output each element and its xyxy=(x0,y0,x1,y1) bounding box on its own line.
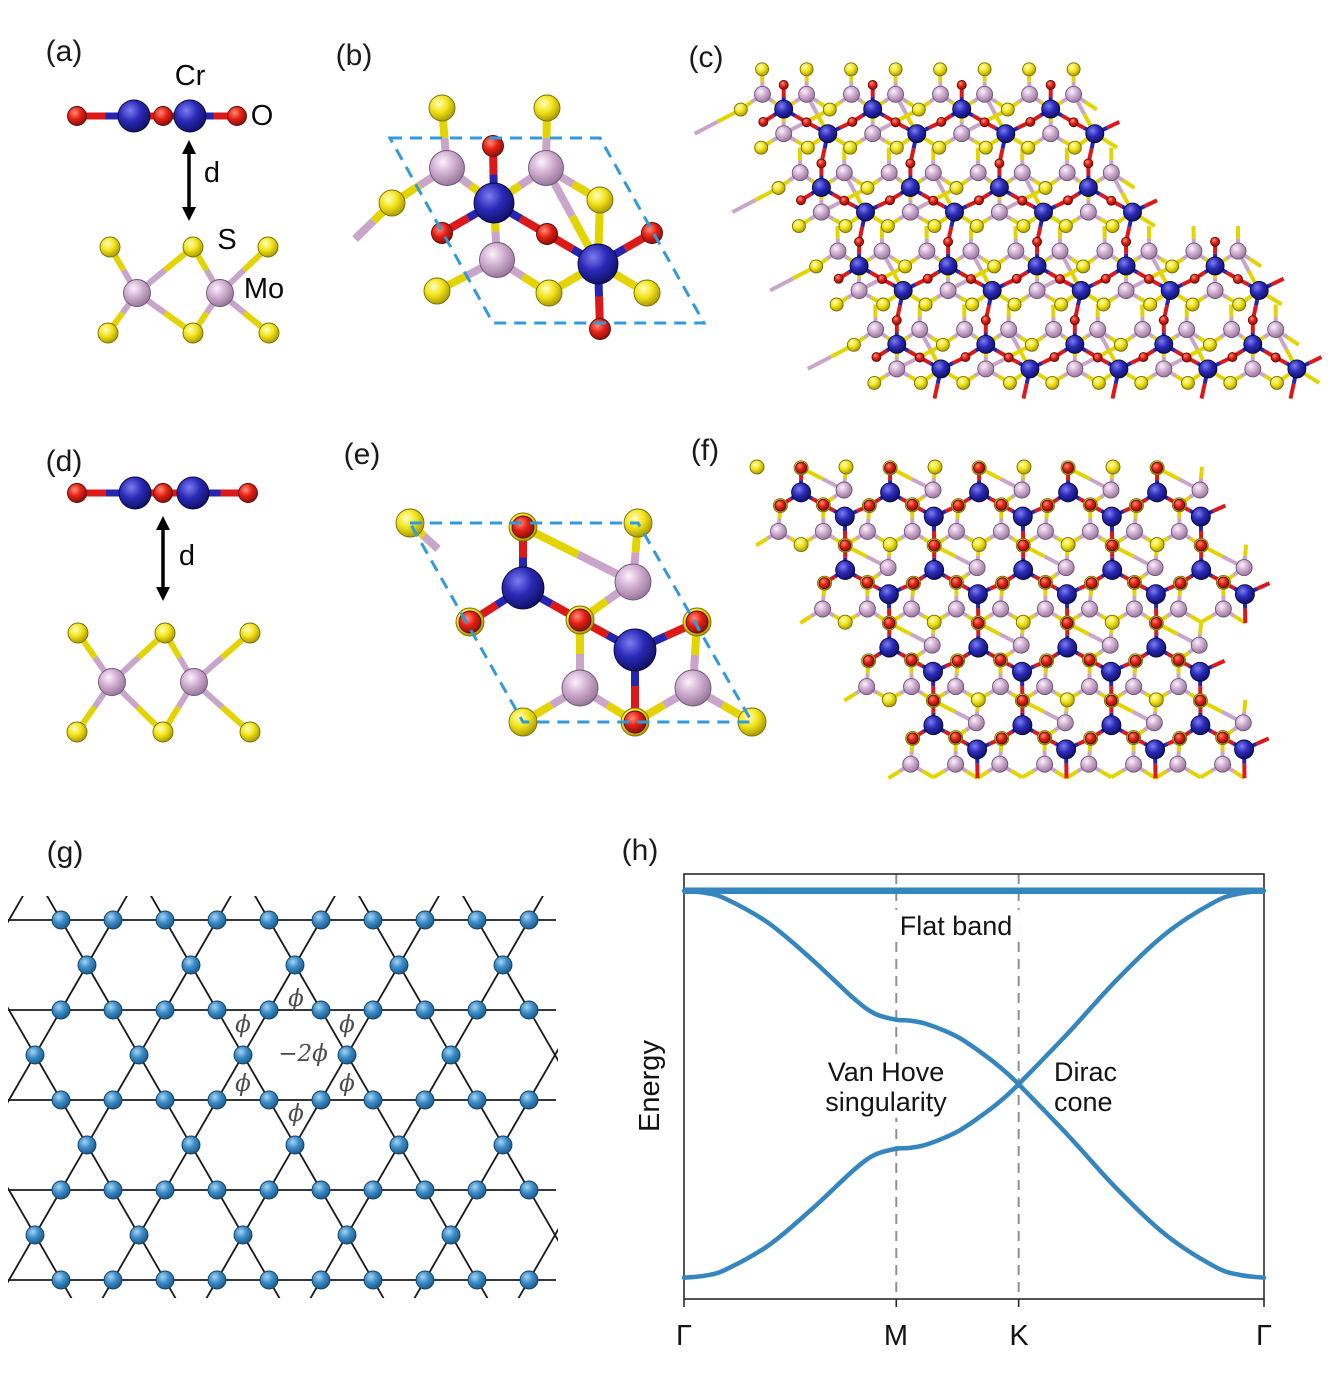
panel-c-lattice xyxy=(693,62,1323,400)
panel-h-band-structure xyxy=(681,873,1267,1307)
panel-label-e: (e) xyxy=(343,438,381,472)
xtick-k: K xyxy=(1009,1319,1029,1352)
flux-phi-upper-right: ϕ xyxy=(339,1012,355,1039)
flux-phi-lower-left: ϕ xyxy=(235,1071,251,1098)
s-atom-label: S xyxy=(217,223,237,256)
flat-band-label: Flat band xyxy=(892,909,1020,943)
van-hove-line1: Van Hove xyxy=(827,1056,945,1087)
panel-b-unit-cell xyxy=(352,94,707,340)
flux-phi-top: ϕ xyxy=(288,986,304,1013)
xtick-gamma-left: Γ xyxy=(676,1319,692,1352)
mo-atom-label: Mo xyxy=(243,272,285,305)
panel-label-c: (c) xyxy=(688,41,724,75)
panel-d-structure xyxy=(66,476,261,743)
o-atom-label: O xyxy=(250,99,274,132)
distance-label-a: d xyxy=(203,156,221,189)
panel-f-lattice xyxy=(749,459,1271,780)
cr-atom-label: Cr xyxy=(174,59,206,92)
van-hove-label: Van Hove singularity xyxy=(818,1055,954,1119)
flux-phi-bottom: ϕ xyxy=(288,1101,304,1128)
xtick-m: M xyxy=(883,1319,909,1352)
panel-label-f: (f) xyxy=(690,434,720,468)
flux-minus-2phi: −2ϕ xyxy=(278,1041,328,1068)
flux-phi-upper-left: ϕ xyxy=(235,1012,251,1039)
panel-label-h: (h) xyxy=(621,834,659,868)
panel-label-g: (g) xyxy=(46,836,84,870)
distance-label-d: d xyxy=(178,539,196,572)
panel-label-d: (d) xyxy=(45,445,83,479)
xtick-gamma-right: Γ xyxy=(1256,1319,1272,1352)
panel-e-unit-cell xyxy=(395,508,767,737)
dirac-line2: cone xyxy=(1054,1087,1113,1117)
flux-phi-lower-right: ϕ xyxy=(339,1071,355,1098)
van-hove-line2: singularity xyxy=(825,1087,947,1117)
energy-axis-label: Energy xyxy=(633,1040,666,1132)
panel-label-a: (a) xyxy=(45,35,83,69)
panel-a-structure xyxy=(67,99,280,344)
dirac-cone-label: Dirac cone xyxy=(1054,1057,1117,1117)
dirac-line1: Dirac xyxy=(1054,1056,1118,1087)
panel-label-b: (b) xyxy=(335,39,373,73)
panel-g-kagome xyxy=(8,896,558,1298)
